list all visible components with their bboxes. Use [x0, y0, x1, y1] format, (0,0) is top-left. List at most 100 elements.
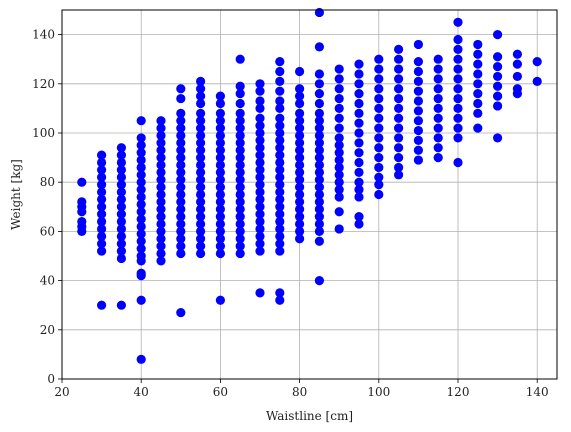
data-point [433, 93, 443, 104]
data-point [136, 177, 146, 187]
data-point [314, 276, 324, 286]
data-point [295, 226, 305, 236]
data-point [314, 69, 324, 79]
data-point [413, 66, 423, 77]
data-point [116, 224, 126, 234]
data-point [235, 212, 245, 222]
data-point [433, 153, 443, 163]
data-point [215, 189, 225, 200]
data-point [235, 130, 245, 141]
data-point [354, 184, 364, 195]
data-point [235, 234, 245, 244]
data-point [334, 113, 344, 123]
data-point [453, 113, 463, 123]
x-tick-label: 100 [367, 385, 390, 399]
data-point [136, 116, 146, 126]
data-point [334, 64, 344, 74]
data-point [512, 89, 523, 99]
data-point [196, 123, 206, 133]
x-tick-label: 20 [54, 385, 69, 399]
data-point [215, 248, 225, 259]
data-point [196, 108, 206, 118]
data-point [493, 91, 503, 101]
data-point [235, 108, 245, 118]
data-point [433, 84, 443, 94]
data-point [77, 226, 87, 236]
data-point [136, 207, 146, 217]
data-point [196, 175, 206, 185]
y-axis-label: Weight [kg] [9, 159, 23, 230]
data-point [97, 165, 107, 175]
data-point [136, 162, 146, 173]
data-point [413, 145, 423, 155]
data-point [255, 209, 265, 219]
data-point [176, 204, 186, 214]
data-point [196, 84, 206, 94]
data-point [136, 133, 146, 143]
data-point [493, 133, 503, 143]
data-point [295, 219, 305, 229]
data-point [116, 194, 126, 205]
data-point [156, 123, 166, 133]
data-point [413, 96, 423, 106]
data-point [334, 224, 344, 234]
data-point [136, 170, 146, 180]
data-point [354, 138, 364, 148]
data-point [354, 157, 364, 168]
data-point [512, 49, 523, 59]
data-point [255, 121, 265, 131]
data-point [176, 307, 186, 318]
data-point [295, 234, 305, 244]
data-point [255, 231, 265, 241]
data-point [196, 167, 206, 177]
data-point [314, 226, 324, 236]
data-point [215, 108, 225, 118]
data-point [295, 66, 305, 77]
data-point [255, 113, 265, 123]
data-point [314, 108, 324, 118]
data-point [314, 212, 324, 222]
data-point [255, 288, 265, 298]
data-point [136, 236, 146, 246]
data-point [275, 96, 285, 106]
data-point [295, 204, 305, 214]
data-point [255, 246, 265, 256]
data-point [215, 130, 225, 141]
data-point [473, 79, 483, 89]
data-point [176, 212, 186, 222]
data-point [176, 234, 186, 244]
data-point [394, 170, 404, 180]
data-point [196, 153, 206, 163]
y-tick-label: 40 [40, 274, 55, 288]
data-point [255, 194, 265, 205]
data-point [196, 98, 206, 109]
data-point [235, 182, 245, 192]
data-point [275, 113, 285, 123]
data-point [235, 197, 245, 207]
data-point [473, 39, 483, 50]
data-point [473, 59, 483, 69]
data-point [354, 219, 364, 229]
data-point [196, 145, 206, 155]
data-point [156, 138, 166, 148]
data-point [116, 209, 126, 219]
data-point [314, 189, 324, 200]
data-point [374, 133, 384, 143]
data-point [453, 54, 463, 64]
data-point [295, 130, 305, 141]
data-point [275, 180, 285, 190]
data-point [453, 133, 463, 143]
data-point [116, 143, 126, 153]
data-point [314, 204, 324, 214]
data-point [374, 103, 384, 113]
data-point [374, 189, 384, 200]
data-point [334, 170, 344, 180]
data-point [97, 157, 107, 168]
data-point [196, 91, 206, 101]
data-point [215, 116, 225, 126]
data-point [295, 123, 305, 133]
data-point [453, 84, 463, 94]
data-point [235, 226, 245, 236]
data-point [394, 84, 404, 94]
data-point [314, 236, 324, 246]
